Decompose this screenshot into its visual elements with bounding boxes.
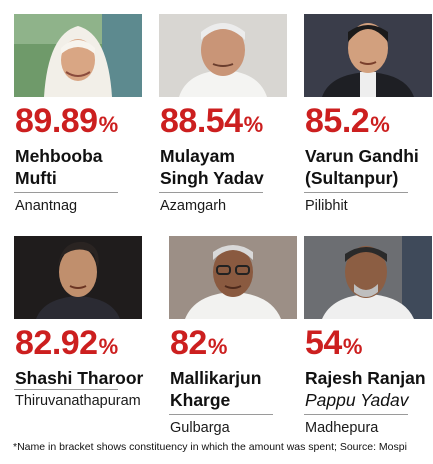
portrait-photo [159,14,287,97]
politician-name: Varun Gandhi (Sultanpur) [305,145,419,189]
percentage-value: 82.92% [15,324,119,362]
politician-name: Mallikarjun Kharge [170,367,261,411]
constituency-label: Azamgarh [160,198,227,214]
percent-symbol: % [370,112,390,137]
politician-name: Mulayam Singh Yadav [160,145,264,189]
name-line-2: (Sultanpur) [305,168,399,188]
divider-line [14,192,118,193]
portrait-photo [14,14,142,97]
divider-line [14,389,118,390]
percent-symbol: % [98,334,119,359]
name-line-2: Singh Yadav [160,168,264,188]
name-line-1: Shashi Tharoor [15,368,144,388]
divider-line [304,192,408,193]
percentage-value: 82% [170,324,228,362]
portrait-photo [304,14,432,97]
name-line-2-alias: Pappu Yadav [305,390,409,410]
percent-symbol: % [243,112,264,137]
name-line-2: Kharge [170,390,231,410]
name-line-2: Mufti [15,168,57,188]
divider-line [304,414,408,415]
portrait-photo [304,236,432,319]
name-line-1: Varun Gandhi [305,146,419,166]
politician-name: Shashi Tharoor [15,367,143,389]
percent-symbol: % [207,334,228,359]
percentage-value: 85.2% [305,102,390,140]
percent-symbol: % [342,334,363,359]
name-line-1: Mulayam [160,146,235,166]
footnote: *Name in bracket shows constituency in w… [13,441,407,453]
constituency-label: Pilibhit [305,198,348,214]
divider-line [169,414,273,415]
constituency-label: Thiruvanathapuram [15,393,141,409]
constituency-label: Gulbarga [170,420,230,436]
percentage-value: 88.54% [160,102,264,140]
portrait-photo [14,236,142,319]
percent-symbol: % [98,112,119,137]
name-line-1: Rajesh Ranjan [305,368,426,388]
divider-line [159,192,263,193]
percentage-value: 54% [305,324,363,362]
portrait-photo [169,236,297,319]
name-line-1: Mehbooba [15,146,103,166]
politician-name: Mehbooba Mufti [15,145,103,189]
politician-name: Rajesh Ranjan Pappu Yadav [305,367,426,411]
name-line-1: Mallikarjun [170,368,262,388]
constituency-label: Madhepura [305,420,379,436]
percentage-value: 89.89% [15,102,119,140]
constituency-label: Anantnag [15,198,78,214]
